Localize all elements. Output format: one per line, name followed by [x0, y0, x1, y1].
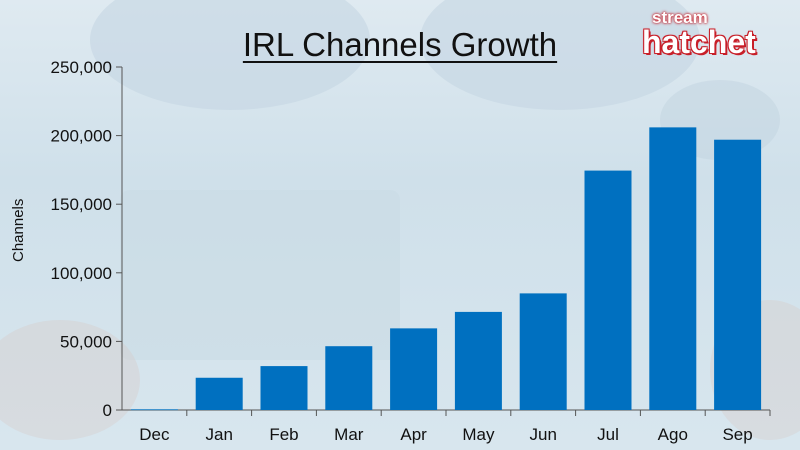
- y-tick-label: 100,000: [51, 264, 112, 283]
- bar-feb: [260, 366, 308, 410]
- bar-jul: [584, 170, 632, 410]
- chart-title: IRL Channels Growth: [242, 26, 558, 63]
- logo-top-text: stream: [652, 8, 708, 27]
- x-tick-label: Ago: [658, 425, 688, 444]
- x-tick-label: Feb: [269, 425, 298, 444]
- bar-jan: [195, 377, 243, 410]
- y-tick-label: 200,000: [51, 127, 112, 146]
- bar-apr: [390, 328, 438, 410]
- x-tick-label: May: [462, 425, 495, 444]
- x-tick-label: Jun: [529, 425, 556, 444]
- y-tick-label: 0: [103, 401, 112, 420]
- logo-main-text: hatchet: [642, 24, 756, 60]
- x-tick-label: Sep: [722, 425, 752, 444]
- stream-hatchet-logo: stream hatchet: [634, 8, 784, 64]
- y-tick-label: 150,000: [51, 195, 112, 214]
- x-tick-label: Dec: [139, 425, 170, 444]
- y-tick-label: 250,000: [51, 58, 112, 77]
- bar-may: [454, 311, 502, 410]
- bar-dec: [130, 409, 178, 411]
- x-tick-label: Jan: [205, 425, 232, 444]
- x-tick-label: Mar: [334, 425, 364, 444]
- bar-jun: [519, 293, 567, 410]
- x-tick-label: Jul: [597, 425, 619, 444]
- y-tick-label: 50,000: [60, 332, 112, 351]
- x-tick-label: Apr: [400, 425, 427, 444]
- bar-mar: [325, 346, 373, 410]
- bar-ago: [649, 127, 697, 411]
- bar-sep: [714, 139, 762, 410]
